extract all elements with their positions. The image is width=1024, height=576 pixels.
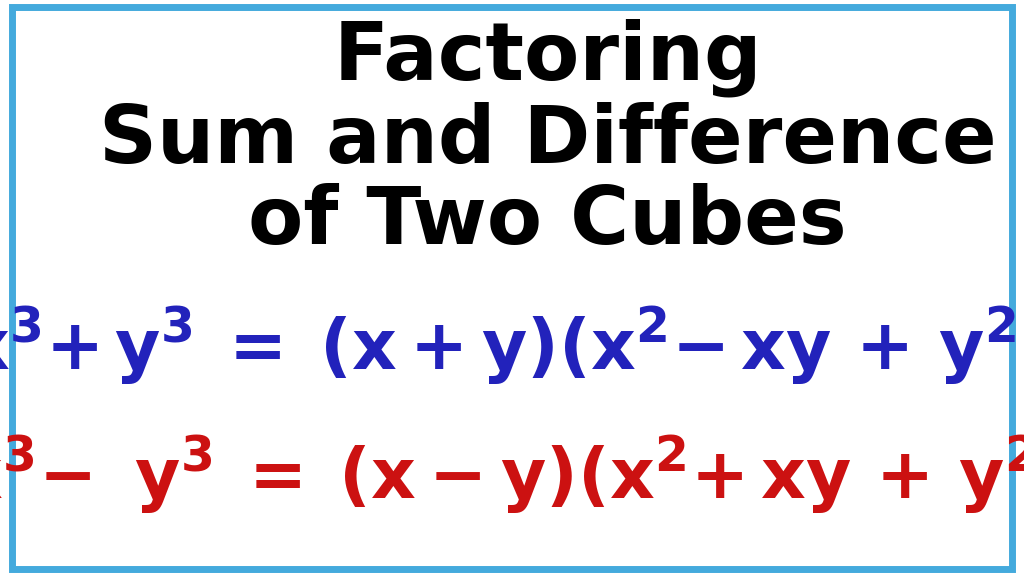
Text: of Two Cubes: of Two Cubes (249, 183, 847, 261)
Text: Factoring: Factoring (334, 18, 762, 97)
Text: $\mathbf{x}^{\mathbf{3}}\mathbf{+\, y}^{\mathbf{3}}\mathbf{\;=\; (x+y)(x}^{\math: $\mathbf{x}^{\mathbf{3}}\mathbf{+\, y}^{… (0, 305, 1024, 386)
Text: $\mathbf{x}^{\mathbf{3}}\mathbf{-\;\; y}^{\mathbf{3}}\mathbf{\;=\; (x-y)(x}^{\ma: $\mathbf{x}^{\mathbf{3}}\mathbf{-\;\; y}… (0, 434, 1024, 516)
Text: Sum and Difference: Sum and Difference (99, 102, 996, 180)
